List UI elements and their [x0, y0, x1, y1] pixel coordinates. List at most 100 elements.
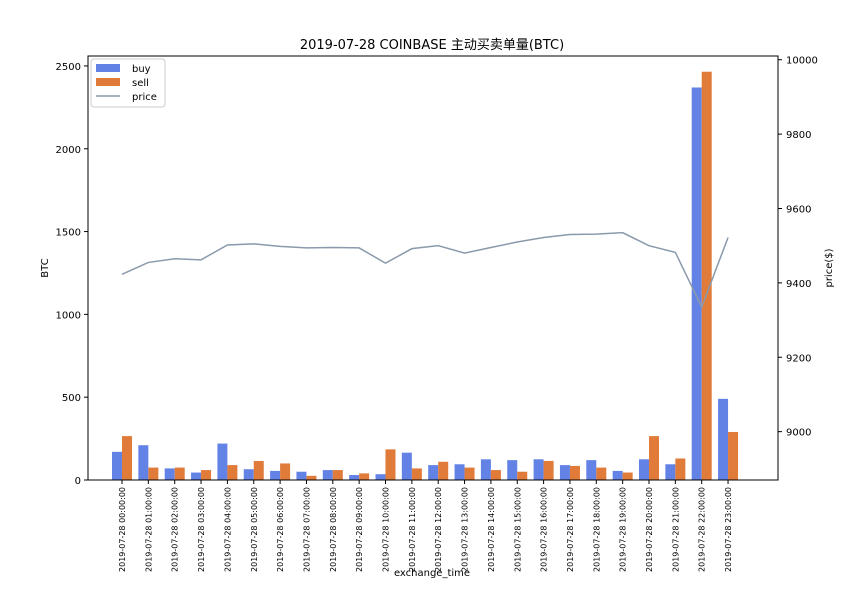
bar-sell — [701, 71, 712, 480]
x-tick-label: 2019-07-28 17:00:00 — [566, 487, 575, 572]
x-tick-label: 2019-07-28 15:00:00 — [513, 487, 522, 572]
x-axis-label: exchange_time — [394, 568, 470, 579]
price-line-layer — [121, 231, 729, 309]
legend-label-sell: sell — [132, 78, 149, 89]
bar-buy — [639, 459, 649, 480]
price-line — [121, 231, 729, 309]
x-tick-label: 2019-07-28 01:00:00 — [144, 487, 153, 572]
bar-buy — [507, 460, 518, 481]
bar-buy — [480, 459, 491, 480]
y-tick-label: 2000 — [56, 145, 81, 156]
bar-buy — [217, 443, 228, 480]
y-axis-right: 9000 9200 9400 9600 9800 10000 — [778, 56, 818, 439]
x-tick-label: 2019-07-28 02:00:00 — [171, 487, 180, 572]
x-tick-label: 2019-07-28 08:00:00 — [329, 487, 338, 572]
bar-sell — [411, 468, 422, 480]
legend-label-buy: buy — [132, 64, 151, 75]
bar-buy — [665, 464, 676, 480]
x-tick-label: 2019-07-28 22:00:00 — [698, 487, 707, 572]
x-axis: 2019-07-28 00:00:00 2019-07-28 01:00:00 20… — [118, 480, 733, 572]
bar-sell — [385, 449, 396, 480]
y-tick-label: 0 — [75, 476, 81, 487]
bar-sell — [306, 475, 317, 480]
bar-buy — [533, 459, 544, 480]
x-tick-label: 2019-07-28 18:00:00 — [592, 487, 601, 572]
bar-sell — [543, 460, 554, 480]
y2-tick-label: 9600 — [786, 204, 811, 215]
bar-buy — [401, 452, 412, 480]
y2-tick-label: 9200 — [786, 353, 811, 364]
x-tick-label: 2019-07-28 11:00:00 — [408, 487, 417, 572]
bar-buy — [191, 472, 202, 480]
y-tick-label: 1500 — [56, 228, 81, 239]
y2-tick-label: 9800 — [786, 130, 811, 141]
x-tick-label: 2019-07-28 21:00:00 — [671, 487, 680, 572]
plot-frame — [87, 55, 779, 481]
x-tick-label: 2019-07-28 09:00:00 — [355, 487, 364, 572]
bar-buy — [454, 464, 465, 480]
bar-buy — [612, 470, 623, 480]
x-tick-label: 2019-07-28 20:00:00 — [645, 487, 654, 572]
x-tick-label: 2019-07-28 10:00:00 — [382, 487, 391, 572]
y-axis-left: 0 500 1000 1500 2000 2500 — [56, 62, 88, 487]
bar-sell — [174, 467, 185, 480]
bar-buy — [112, 451, 122, 480]
bar-buy — [586, 460, 597, 481]
bars-layer — [112, 71, 739, 481]
x-tick-label: 2019-07-28 00:00:00 — [118, 487, 127, 572]
bar-buy — [428, 465, 439, 480]
bar-buy — [296, 471, 307, 480]
legend-swatch-buy — [96, 64, 120, 72]
bar-buy — [164, 468, 175, 480]
bar-buy — [559, 465, 570, 480]
bar-sell — [253, 460, 264, 480]
bar-sell — [280, 463, 291, 480]
chart-title: 2019-07-28 COINBASE 主动买卖单量(BTC) — [300, 38, 564, 53]
x-tick-label: 2019-07-28 23:00:00 — [724, 487, 733, 572]
x-tick-label: 2019-07-28 16:00:00 — [540, 487, 549, 572]
bar-sell — [490, 470, 501, 480]
bar-buy — [270, 470, 281, 480]
x-tick-label: 2019-07-28 05:00:00 — [250, 487, 259, 572]
x-tick-label: 2019-07-28 06:00:00 — [276, 487, 285, 572]
x-tick-label: 2019-07-28 04:00:00 — [223, 487, 232, 572]
y2-tick-label: 10000 — [786, 56, 818, 67]
y2-axis-label: price($) — [824, 248, 835, 287]
bar-sell — [675, 458, 686, 480]
x-tick-label: 2019-07-28 19:00:00 — [619, 487, 628, 572]
bar-sell — [596, 467, 607, 480]
bar-buy — [349, 475, 360, 480]
y-tick-label: 500 — [62, 393, 81, 404]
bar-buy — [691, 87, 702, 480]
y2-tick-label: 9000 — [786, 428, 811, 439]
bar-sell — [569, 465, 580, 480]
bar-sell — [227, 465, 238, 480]
bar-buy — [718, 398, 729, 480]
x-tick-label: 2019-07-28 14:00:00 — [487, 487, 496, 572]
bar-sell — [728, 431, 739, 480]
x-tick-label: 2019-07-28 03:00:00 — [197, 487, 206, 572]
y-tick-label: 2500 — [56, 62, 81, 73]
bar-buy — [138, 445, 149, 480]
legend: buy sell price — [90, 58, 166, 108]
bar-sell — [148, 467, 159, 480]
bar-sell — [122, 436, 132, 480]
bar-sell — [649, 436, 659, 480]
x-tick-label: 2019-07-28 07:00:00 — [302, 487, 311, 572]
bar-buy — [322, 470, 333, 480]
legend-swatch-sell — [96, 78, 120, 86]
y-axis-label: BTC — [40, 258, 51, 277]
x-tick-label: 2019-07-28 12:00:00 — [434, 487, 443, 572]
bar-buy — [243, 469, 254, 480]
bar-sell — [332, 470, 343, 480]
bar-sell — [517, 471, 528, 480]
y-tick-label: 1000 — [56, 310, 81, 321]
bar-sell — [622, 472, 633, 480]
bar-buy — [375, 474, 386, 480]
x-tick-label: 2019-07-28 13:00:00 — [461, 487, 470, 572]
bar-sell — [201, 470, 212, 480]
bar-sell — [438, 461, 449, 480]
bar-sell — [464, 467, 475, 480]
